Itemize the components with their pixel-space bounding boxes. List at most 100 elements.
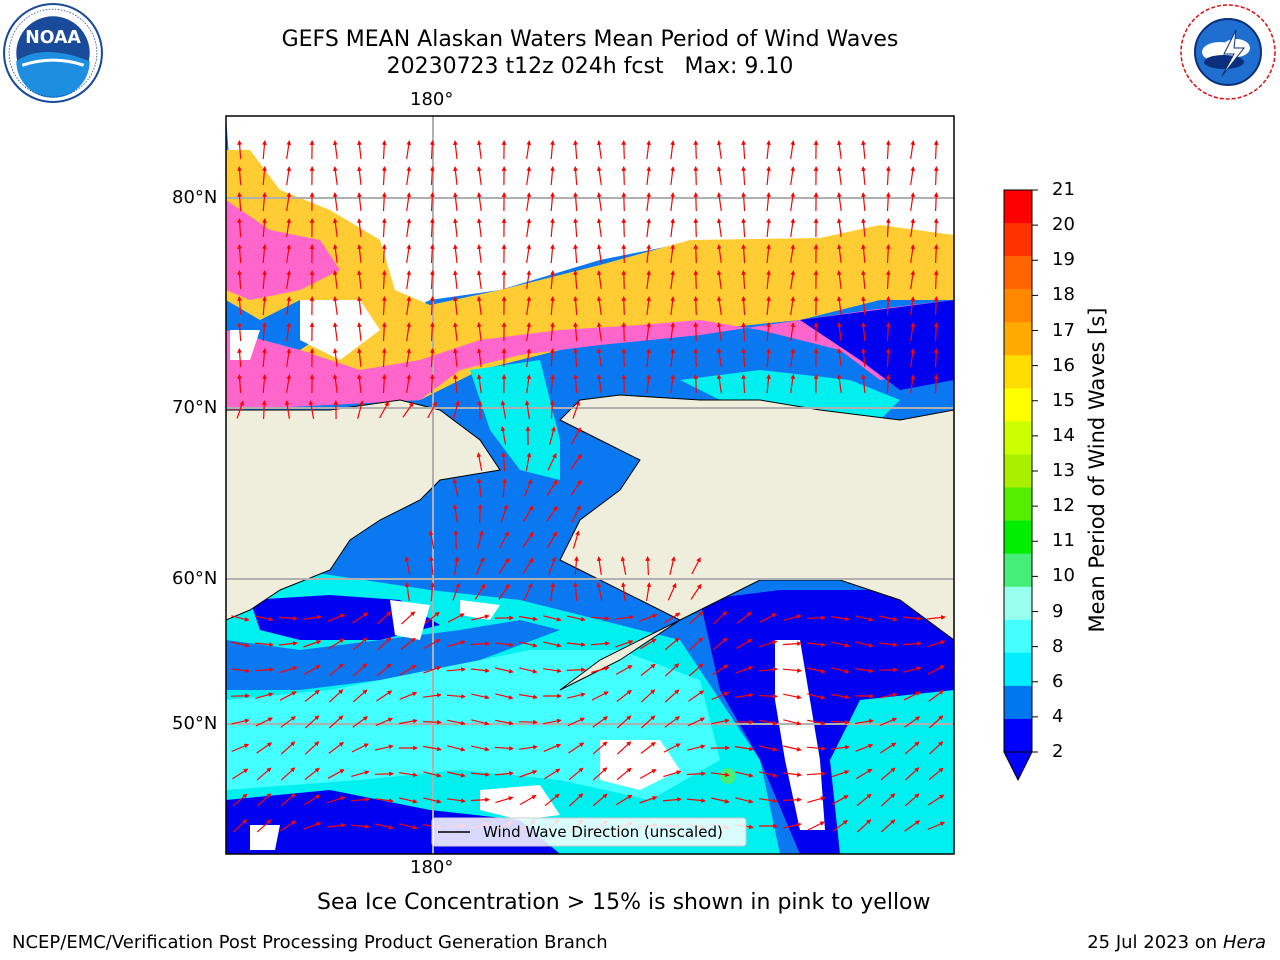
wind-wave-arrow [332, 322, 338, 341]
wind-wave-arrow [423, 639, 441, 649]
wind-wave-arrow [453, 322, 458, 341]
wind-wave-arrow [237, 296, 242, 316]
wind-wave-arrow [687, 717, 706, 727]
colorbar-tick-label: 6 [1052, 670, 1064, 692]
wind-wave-arrow [861, 140, 866, 159]
wind-wave-arrow [640, 715, 656, 729]
wind-wave-arrow [543, 615, 562, 622]
lat-label-80n: 80°N [172, 187, 218, 208]
wind-wave-arrow [741, 270, 747, 290]
wind-wave-arrow [790, 348, 796, 367]
wind-wave-arrow [573, 218, 578, 238]
wind-wave-arrow [615, 665, 633, 675]
wind-wave-arrow [861, 244, 866, 263]
wind-wave-arrow [280, 741, 296, 755]
wind-wave-arrow [766, 218, 771, 238]
wind-wave-arrow [381, 244, 387, 264]
wind-wave-arrow [573, 322, 578, 342]
wind-wave-arrow [381, 166, 387, 186]
wind-wave-arrow [402, 401, 414, 418]
land-alaska [559, 394, 954, 691]
wind-wave-arrow [670, 244, 676, 263]
wind-wave-arrow [526, 322, 532, 341]
wind-wave-arrow [428, 530, 435, 549]
wind-wave-arrow [735, 638, 753, 650]
wind-wave-arrow [526, 270, 532, 289]
wind-wave-arrow [646, 582, 652, 601]
wind-wave-arrow [686, 798, 706, 803]
wind-wave-arrow [376, 663, 392, 677]
wind-wave-arrow [475, 556, 485, 575]
wind-wave-arrow [910, 322, 916, 341]
lon-label-top: 180° [410, 89, 454, 110]
wind-wave-arrow [476, 478, 482, 497]
wind-wave-arrow [231, 641, 250, 648]
wind-wave-arrow [646, 140, 652, 159]
wind-wave-arrow [429, 322, 435, 342]
wind-wave-arrow [453, 296, 458, 315]
wind-wave-arrow [596, 218, 602, 237]
wind-wave-arrow [352, 716, 369, 728]
wind-wave-arrow [573, 166, 578, 186]
wind-wave-arrow [280, 793, 296, 807]
colorbar-segment [1004, 322, 1032, 356]
wind-wave-arrow [596, 582, 603, 601]
wind-wave-arrow [328, 638, 345, 650]
wind-wave-arrow [790, 322, 796, 341]
wind-wave-arrow [498, 583, 510, 600]
wind-wave-arrow [406, 374, 412, 393]
wind-wave-arrow [327, 613, 346, 622]
wind-wave-arrow [645, 556, 651, 576]
colorbar-segment [1004, 685, 1032, 720]
wind-wave-arrow [933, 218, 939, 238]
wind-wave-arrow [688, 611, 704, 625]
wind-wave-arrow [304, 715, 320, 729]
wind-wave-arrow [524, 400, 530, 419]
colorbar-extend-triangle [1003, 751, 1033, 782]
wind-wave-arrow [446, 694, 466, 699]
wind-wave-arrow [429, 296, 435, 316]
wind-wave-arrow [231, 615, 250, 622]
wind-wave-arrow [855, 743, 874, 752]
wind-wave-arrow [406, 166, 412, 185]
wind-wave-arrow [646, 218, 652, 237]
colorbar-segment [1004, 421, 1032, 455]
wind-wave-arrow [328, 742, 344, 754]
wind-wave-arrow [596, 192, 602, 211]
colorbar [1003, 189, 1038, 782]
wind-wave-arrow [693, 322, 699, 342]
wind-wave-arrow [596, 140, 602, 159]
wind-wave-arrow [927, 821, 946, 831]
wind-wave-arrow [573, 374, 578, 394]
wind-wave-arrow [568, 793, 584, 807]
wind-wave-arrow [568, 767, 584, 781]
wind-wave-arrow [332, 374, 338, 393]
wind-wave-arrow [543, 718, 562, 725]
wind-wave-arrow [880, 819, 896, 833]
wind-wave-arrow [476, 348, 482, 367]
wind-wave-arrow [286, 348, 292, 367]
wind-wave-arrow [447, 613, 465, 623]
wind-wave-arrow [928, 715, 944, 729]
wind-wave-arrow [716, 322, 722, 341]
wind-wave-arrow [903, 691, 921, 701]
wind-wave-arrow [550, 322, 555, 342]
wind-wave-arrow [592, 793, 608, 807]
wind-wave-arrow [519, 641, 538, 648]
wind-wave-arrow [691, 557, 701, 575]
wind-wave-arrow [928, 741, 944, 755]
wind-wave-arrow [664, 637, 680, 651]
wind-wave-arrow [693, 374, 699, 394]
wind-wave-arrow [741, 218, 747, 238]
wind-wave-arrow [716, 218, 722, 237]
wind-wave-arrow [381, 218, 387, 238]
wind-wave-arrow [567, 642, 586, 647]
footer-date: 25 Jul 2023 on [1087, 932, 1223, 953]
wind-wave-arrow [670, 140, 676, 159]
wind-wave-arrow [861, 218, 866, 237]
wind-wave-arrow [573, 296, 578, 316]
wind-wave-arrow [332, 348, 338, 367]
wind-wave-arrow [790, 166, 796, 185]
wind-wave-arrow [616, 741, 632, 755]
wind-wave-arrow [646, 296, 652, 315]
